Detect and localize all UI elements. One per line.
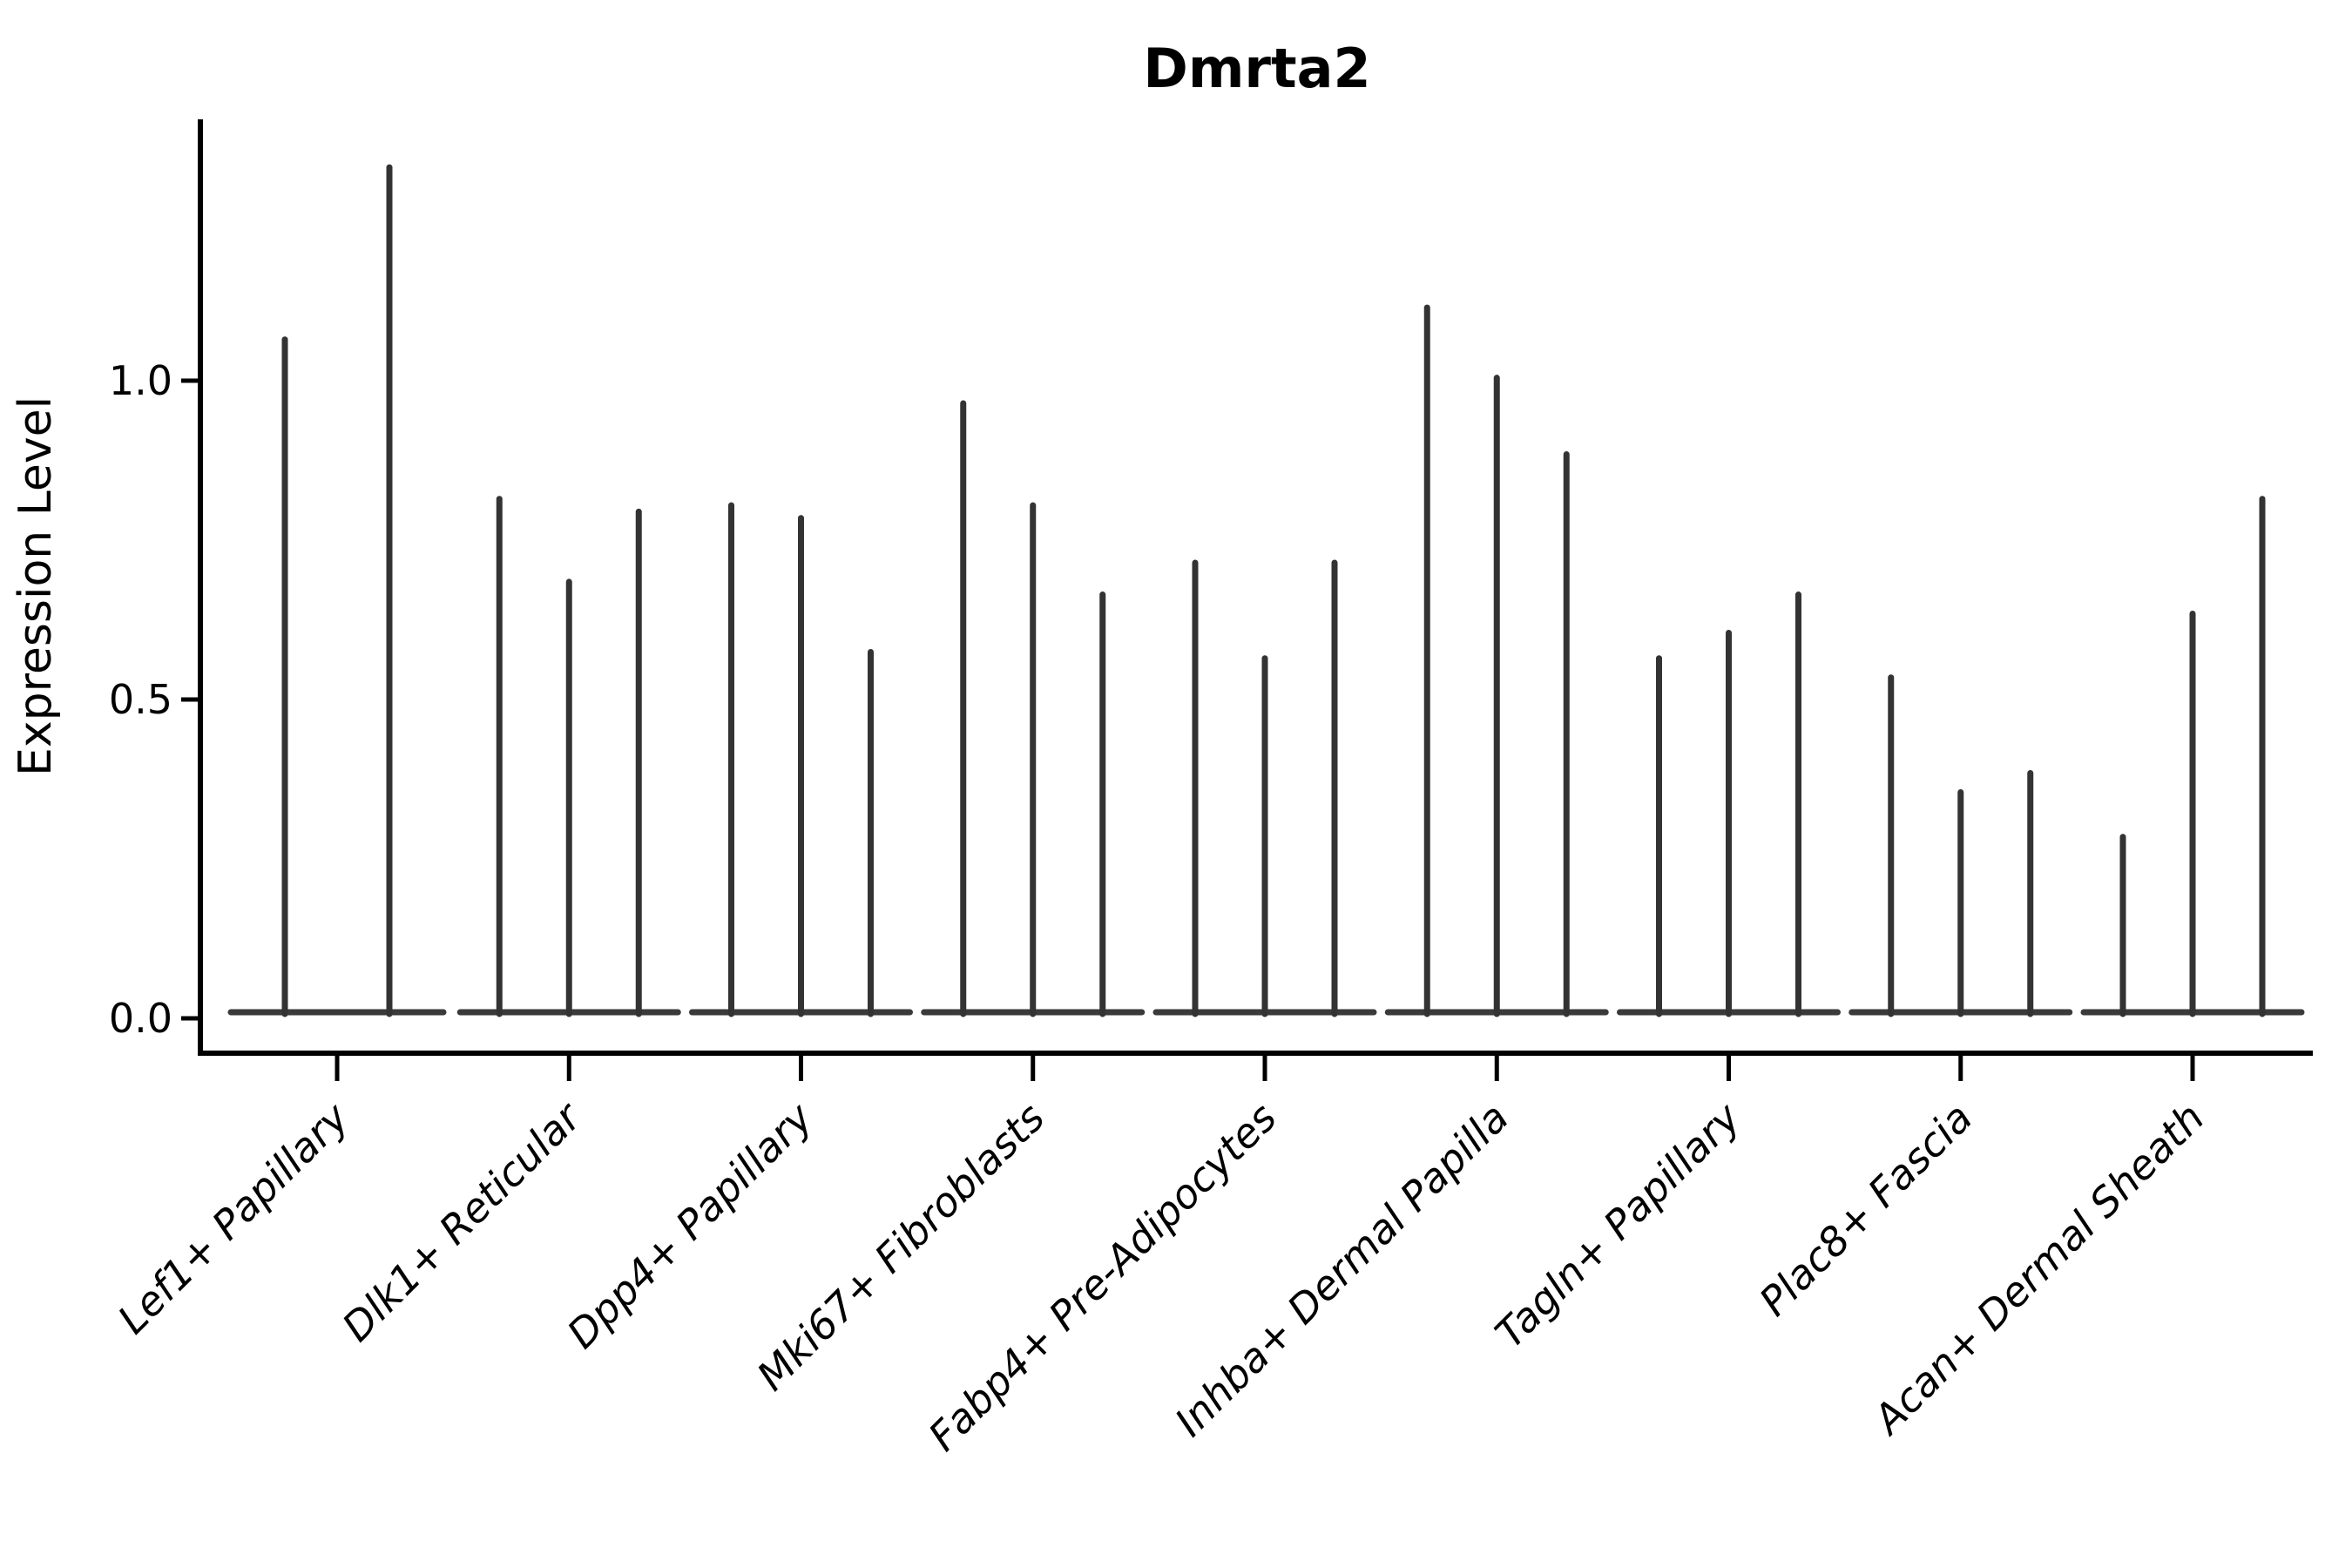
x-tick-label: Dpp4+ Papillary [558,1093,822,1357]
x-tick-label: Lef1+ Papillary [109,1093,358,1342]
x-tick-label: Tagln+ Papillary [1486,1093,1750,1357]
x-tick-label: Dlk1+ Reticular [333,1092,591,1350]
y-tick-label: 0.0 [109,995,172,1042]
y-tick-label: 1.0 [109,357,172,404]
violins-layer [227,164,2305,1017]
y-axis-title: Expression Level [10,396,62,776]
chart-title: Dmrta2 [1143,37,1370,100]
x-tick-label: Plac8+ Fascia [1750,1094,1981,1325]
y-tick-label: 0.5 [109,676,172,723]
